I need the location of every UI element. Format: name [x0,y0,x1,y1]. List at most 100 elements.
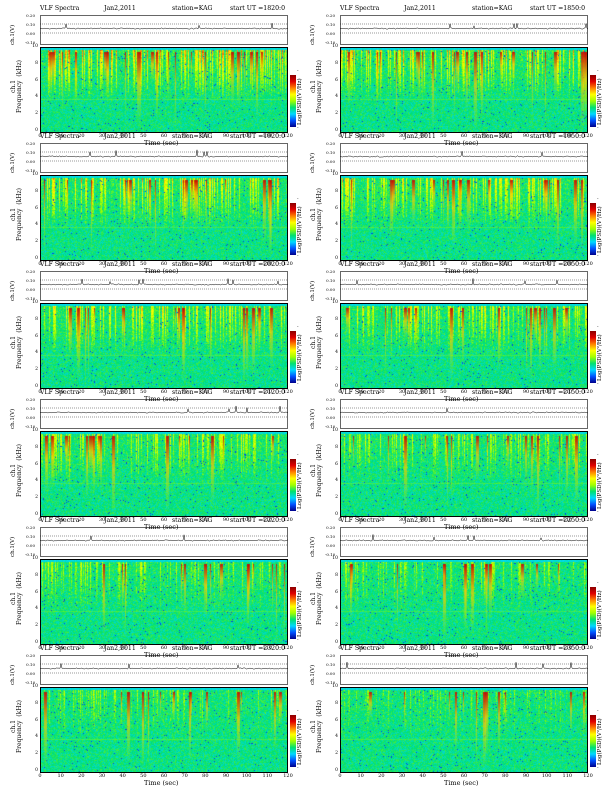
panel-title: VLF Spectra [40,517,80,524]
spectrogram-ytick-label: 6 [35,205,38,211]
timeseries-tick-label: 0.00 [326,543,335,548]
timeseries-frame [40,399,288,429]
timeseries-tick-label: 0.10 [26,534,35,539]
timeseries-ylabel: ch.1(V) [310,280,316,301]
spectrogram-xtick-label: 0 [38,133,42,139]
spectrogram-xtick-label: 0 [38,261,42,267]
spectrogram-ytick-label: 8 [35,700,38,706]
spectrogram-ytick-label: 6 [35,333,38,339]
spectrogram-ytick-label: 10 [332,172,338,177]
spectrogram-ytick-label: 2 [335,111,338,117]
spectrogram-plot [340,687,588,773]
spectrogram-xtick-label: 40 [119,133,126,139]
spectrogram-xtick-label: 50 [140,261,147,267]
spectrogram-ytick-label: 8 [335,572,338,578]
timeseries-plot [40,527,288,557]
spectrogram-xtick-label: 110 [262,645,273,651]
panel-title: VLF Spectra [40,389,80,396]
timeseries-ylabel: ch.1(V) [10,536,16,557]
colorbar [290,715,296,767]
panel-start-ut: start UT =2150:0 [530,389,586,396]
timeseries-tick-label: -0.10 [25,424,36,429]
spectrogram-xtick-label: 50 [440,389,447,395]
spectrogram-panel: VLF Spectra Jan2,2011 station=KAG start UT … [308,389,604,531]
spectrogram-ytick-label: 8 [35,188,38,194]
spectrogram-xtick-label: 90 [522,133,530,139]
panel-start-ut: start UT =2050:0 [530,261,586,268]
timeseries-tick-label: 0.00 [26,159,35,164]
spectrogram-xtick-label: 90 [222,133,230,139]
spectrogram-frame [40,175,288,261]
spectrogram-xtick-label: 30 [398,133,406,139]
spectrogram-ytick-label: 4 [335,350,338,356]
colorbar-tick-label: - [297,638,299,643]
spectrogram-xtick-label: 0 [38,389,42,395]
timeseries-plot [40,143,288,173]
spectrogram-ytick-label: 8 [35,60,38,66]
colorbar-tick-label: - [597,766,599,771]
spectrogram-canvas [340,175,588,261]
spectrogram-xtick-label: 100 [541,261,552,267]
timeseries-ylabel: ch.1(V) [10,24,16,45]
spectrogram-ytick-label: 8 [335,60,338,66]
spectrogram-ylabel: ch.1 Frequency (kHz) [310,316,323,369]
spectrogram-xtick-label: 30 [398,645,406,651]
colorbar [290,459,296,511]
spectrogram-xtick-label: 30 [398,389,406,395]
colorbar-tick-label: - [597,510,599,515]
spectrogram-ytick-label: 10 [32,300,38,305]
colorbar [590,75,596,127]
spectrogram-ytick-label: 0 [335,512,338,517]
spectrogram-xtick-label: 70 [481,133,488,139]
panel-date: Jan2,2011 [404,389,436,396]
timeseries-plot [40,271,288,301]
timeseries-tick-label: 0.10 [26,406,35,411]
spectrogram-xtick-label: 10 [357,645,364,651]
spectrogram-xtick-label: 60 [160,133,168,139]
timeseries-plot [340,527,588,557]
panel-header: VLF Spectra Jan2,2011 station=KAG start UT … [40,389,288,398]
timeseries-tick-label: -0.10 [25,40,36,45]
spectrogram-xtick-label: 10 [57,645,64,651]
panel-title: VLF Spectra [340,5,380,12]
timeseries-plot [340,271,588,301]
panel-header: VLF Spectra Jan2,2011 station=KAG start UT … [340,389,588,398]
spectrogram-frame [40,687,288,773]
spectrogram-ytick-label: 8 [335,700,338,706]
spectrogram-ytick-label: 10 [332,684,338,689]
timeseries-tick-label: 0.00 [326,415,335,420]
spectrogram-ytick-label: 10 [332,556,338,561]
spectrogram-xtick-label: 110 [562,133,573,139]
spectrogram-panel: VLF Spectra Jan2,2011 station=KAG start UT … [308,261,604,403]
colorbar [590,587,596,639]
spectrogram-xtick-label: 20 [78,517,85,523]
spectrogram-frame [340,47,588,133]
spectrogram-xtick-label: 20 [378,773,385,779]
spectrogram-plot [40,687,288,773]
timeseries-frame [40,655,288,685]
spectrogram-xtick-label: 120 [583,389,593,395]
spectrogram-ytick-label: 8 [335,316,338,322]
spectrogram-xtick-label: 30 [98,773,106,779]
spectrogram-xtick-label: 120 [283,517,293,523]
spectrogram-xtick-label: 80 [502,645,509,651]
spectrogram-xtick-label: 40 [419,773,426,779]
panel-header: VLF Spectra Jan2,2011 station=KAG start UT … [340,645,588,654]
timeseries-frame [340,527,588,557]
spectrogram-ytick-label: 6 [35,461,38,467]
timeseries-trace [340,23,588,30]
spectrogram-ytick-label: 0 [335,640,338,645]
spectrogram-xtick-label: 40 [419,133,426,139]
spectrogram-xtick-label: 60 [160,261,168,267]
colorbar-label: Log(PSD)(V²/Hz) [597,590,603,637]
timeseries-tick-label: 0.10 [26,150,35,155]
spectrogram-xtick-label: 40 [119,517,126,523]
spectrogram-xtick-label: 80 [502,773,509,779]
spectrogram-xtick-label: 30 [398,773,406,779]
timeseries-frame [340,15,588,45]
spectrogram-xtick-label: 40 [419,517,426,523]
spectrogram-xtick-label: 20 [378,261,385,267]
spectrogram-ytick-label: 2 [335,751,338,757]
spectrogram-ytick-label: 0 [35,256,38,261]
spectrogram-ytick-label: 2 [335,495,338,501]
